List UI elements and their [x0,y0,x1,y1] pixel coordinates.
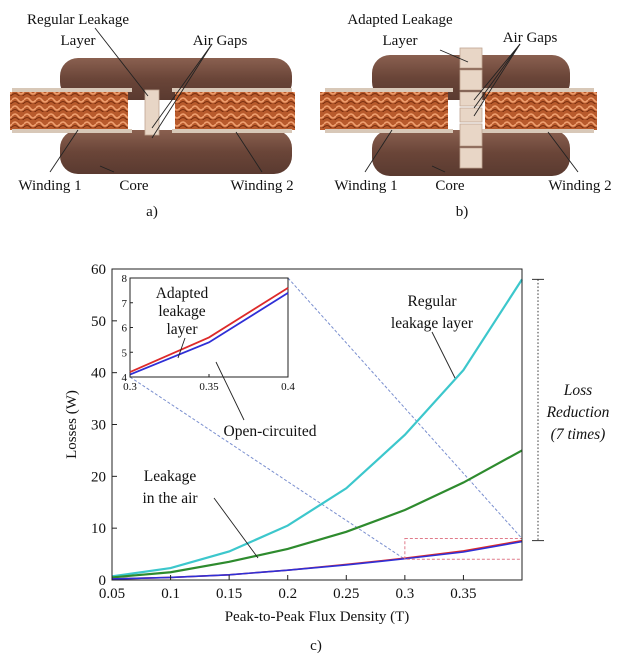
y-tick-label: 60 [91,262,106,278]
y-tick-label: 30 [91,418,106,434]
label-core-b: Core [435,178,465,194]
label-layer-b: Layer [383,33,418,49]
annotation-air-leader [213,497,259,559]
caption-a: a) [146,204,158,220]
label-air-gaps-a: Air Gaps [193,33,248,49]
winding-2 [175,92,295,130]
annotation-regular-leader [431,331,456,379]
x-tick-label: 0.35 [450,586,476,602]
label-layer-a: Layer [61,33,96,49]
x-tick-label: 0.2 [278,586,297,602]
inset-y-tick-label: 7 [122,298,128,310]
winding-1 [320,92,448,130]
winding-2 [485,92,597,130]
annotation-regular-1: Regular [407,293,457,310]
annotation-open-leader [215,361,245,421]
inset-series-open [129,292,289,376]
loss-reduction-bracket [532,278,544,542]
caption-b: b) [456,204,469,220]
x-tick-label: 0.3 [395,586,414,602]
label-winding1-a: Winding 1 [18,178,81,194]
label-winding1-b: Winding 1 [334,178,397,194]
inset-y-tick-label: 4 [122,372,128,384]
annotation-loss-1: Loss [563,382,592,399]
y-tick-label: 20 [91,469,106,485]
label-core-a: Core [119,178,149,194]
x-tick-label: 0.05 [99,586,125,602]
annotation-air-1: Leakage [144,468,197,485]
x-tick-label: 0.15 [216,586,242,602]
series-line-open [111,540,523,580]
adapted-leakage-layer [459,47,483,169]
annotation-loss-2: Reduction [546,404,610,421]
transformer-b [320,43,597,176]
annotation-open-circuited: Open-circuited [224,423,317,440]
label-winding2-b: Winding 2 [548,178,611,194]
y-tick-label: 40 [91,366,106,382]
x-tick-label: 0.25 [333,586,359,602]
x-tick-label: 0.1 [161,586,180,602]
inset-x-tick-label: 0.4 [281,381,295,393]
inset-y-tick-label: 8 [122,273,128,285]
annotation-adapted-1: Adapted [156,285,209,302]
annotation-regular-2: leakage layer [391,315,474,332]
label-adapted-leakage: Adapted Leakage [347,12,453,28]
x-axis-label: Peak-to-Peak Flux Density (T) [225,609,410,625]
y-axis-label: Losses (W) [64,390,80,459]
series-line-regular [111,278,523,578]
transformer-illustration-a: Regular Leakage Layer Air Gaps Winding 1… [10,12,612,220]
inset-x-tick-label: 0.35 [199,381,219,393]
annotation-air-2: in the air [142,490,198,507]
inset-series-adapted [129,287,289,373]
label-regular-leakage: Regular Leakage [27,12,129,28]
annotation-adapted-2: leakage [158,303,205,320]
series-line-air [111,449,523,579]
plot-frame [111,268,523,581]
annotation-loss-3: (7 times) [551,426,606,443]
inset-y-tick-label: 5 [122,347,128,359]
y-tick-label: 0 [99,573,107,589]
zoom-guide-line [287,277,523,539]
inset-y-tick-label: 6 [122,323,128,335]
winding-1 [10,92,128,130]
transformer-a [10,27,295,174]
annotation-adapted-3: layer [167,321,199,338]
y-tick-label: 10 [91,521,106,537]
series-line-adapted [111,539,523,580]
leakage-layer [144,89,160,136]
core-lower [60,130,292,174]
y-tick-label: 50 [91,314,106,330]
inset-x-tick-label: 0.3 [123,381,137,393]
label-air-gaps-b: Air Gaps [503,30,558,46]
annotation-adapted-leader [177,337,186,359]
label-winding2-a: Winding 2 [230,178,293,194]
caption-c: c) [310,638,322,654]
